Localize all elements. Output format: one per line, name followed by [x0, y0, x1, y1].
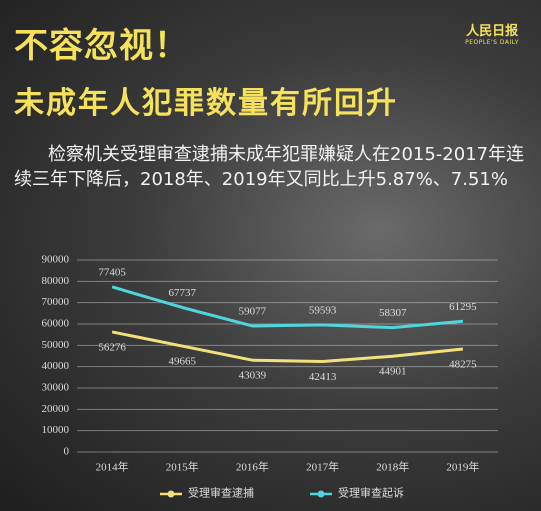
x-tick-label: 2017年: [306, 460, 339, 474]
subtitle: 未成年人犯罪数量有所回升: [14, 86, 398, 121]
data-label: 59593: [309, 304, 337, 316]
series-line: [111, 285, 464, 330]
logo-name: 人民日报: [466, 24, 519, 39]
y-tick-label: 70000: [42, 296, 70, 308]
y-tick-label: 10000: [42, 424, 70, 436]
description: 检察机关受理审查逮捕未成年犯罪嫌疑人在2015-2017年连续三年下降后，201…: [14, 144, 525, 190]
data-label: 42413: [309, 371, 337, 383]
series-line: [111, 330, 464, 364]
legend-label: 受理审查逮捕: [188, 486, 254, 500]
y-tick-label: 30000: [42, 382, 70, 394]
x-tick-label: 2018年: [376, 460, 409, 474]
y-tick-label: 60000: [42, 318, 70, 330]
data-label: 49665: [169, 356, 197, 368]
title: 不容忽视！: [14, 26, 189, 66]
legend-label: 受理审查起诉: [338, 486, 404, 500]
y-tick-label: 20000: [42, 403, 70, 415]
data-label: 67737: [169, 287, 197, 299]
data-label: 59077: [239, 306, 267, 318]
legend-marker: [167, 490, 175, 498]
data-label: 44901: [379, 366, 407, 378]
y-tick-label: 80000: [42, 275, 70, 287]
data-label: 48275: [449, 359, 477, 371]
x-tick-label: 2015年: [166, 460, 199, 474]
x-tick-label: 2014年: [96, 460, 129, 474]
x-tick-label: 2019年: [446, 460, 479, 474]
data-label: 56276: [98, 341, 126, 353]
y-tick-label: 50000: [42, 339, 70, 351]
y-tick-label: 0: [64, 446, 70, 458]
y-tick-label: 90000: [42, 254, 70, 266]
logo: 人民日报 PEOPLE'S DAILY: [465, 20, 519, 46]
data-label: 77405: [98, 266, 126, 278]
data-label: 61295: [449, 301, 477, 313]
legend-marker: [317, 490, 325, 498]
logo-subname: PEOPLE'S DAILY: [465, 39, 519, 46]
data-label: 43039: [239, 370, 267, 382]
y-tick-label: 40000: [42, 360, 70, 372]
data-label: 58307: [379, 307, 407, 319]
x-tick-label: 2016年: [236, 460, 269, 474]
